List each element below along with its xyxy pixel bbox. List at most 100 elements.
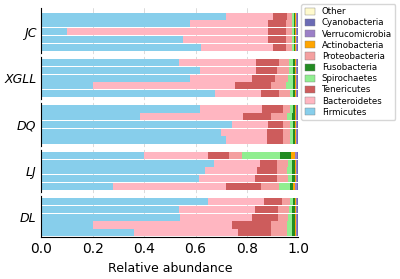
Bar bbox=[293, 90, 296, 97]
Bar bbox=[295, 160, 296, 167]
Bar bbox=[278, 214, 288, 221]
Bar bbox=[238, 229, 271, 236]
Bar bbox=[200, 105, 262, 112]
Bar bbox=[292, 28, 294, 35]
Bar bbox=[273, 44, 286, 51]
Bar bbox=[41, 67, 200, 74]
Bar bbox=[293, 129, 296, 136]
Bar bbox=[282, 198, 290, 205]
Bar bbox=[287, 113, 292, 120]
Bar bbox=[271, 229, 287, 236]
Bar bbox=[41, 82, 93, 89]
Bar bbox=[140, 113, 243, 120]
Bar bbox=[297, 74, 298, 82]
Bar bbox=[293, 59, 295, 66]
Bar bbox=[293, 105, 296, 112]
Bar bbox=[293, 74, 295, 82]
Bar bbox=[41, 229, 134, 236]
Bar bbox=[297, 175, 298, 182]
Bar bbox=[287, 229, 292, 236]
Bar bbox=[297, 229, 298, 236]
Bar bbox=[289, 59, 293, 66]
Bar bbox=[288, 167, 292, 174]
Bar bbox=[242, 152, 280, 159]
Bar bbox=[260, 160, 278, 167]
Bar bbox=[293, 67, 295, 74]
Bar bbox=[41, 28, 67, 35]
Bar bbox=[256, 67, 277, 74]
Bar bbox=[271, 113, 287, 120]
Bar bbox=[295, 222, 296, 229]
Bar bbox=[180, 214, 252, 221]
Bar bbox=[41, 44, 201, 51]
Bar bbox=[288, 160, 292, 167]
Bar bbox=[208, 152, 229, 159]
Bar bbox=[297, 67, 298, 74]
Bar bbox=[292, 113, 295, 120]
Bar bbox=[229, 152, 242, 159]
Bar bbox=[183, 36, 268, 43]
Bar bbox=[282, 105, 290, 112]
Bar bbox=[144, 152, 208, 159]
Bar bbox=[296, 222, 297, 229]
Bar bbox=[293, 198, 295, 205]
Bar bbox=[296, 67, 297, 74]
Bar bbox=[295, 214, 296, 221]
Bar bbox=[296, 160, 297, 167]
Bar bbox=[279, 90, 290, 97]
Bar bbox=[291, 152, 295, 159]
Bar bbox=[293, 121, 296, 128]
Bar bbox=[190, 74, 252, 82]
Bar bbox=[296, 90, 297, 97]
Bar bbox=[41, 13, 226, 20]
Bar bbox=[41, 20, 190, 28]
Bar bbox=[234, 82, 271, 89]
Bar bbox=[295, 206, 296, 213]
Bar bbox=[268, 121, 282, 128]
Bar bbox=[286, 28, 292, 35]
Bar bbox=[277, 167, 288, 174]
Bar bbox=[297, 160, 298, 167]
Bar bbox=[296, 198, 297, 205]
Bar bbox=[295, 59, 296, 66]
Bar bbox=[277, 67, 288, 74]
Bar bbox=[295, 82, 296, 89]
Bar bbox=[256, 206, 278, 213]
Bar bbox=[296, 129, 297, 136]
Bar bbox=[261, 183, 279, 190]
Bar bbox=[290, 105, 293, 112]
Bar bbox=[296, 44, 297, 51]
Bar bbox=[290, 183, 293, 190]
Bar bbox=[295, 175, 296, 182]
Bar bbox=[275, 74, 288, 82]
Bar bbox=[113, 183, 226, 190]
Bar bbox=[297, 183, 298, 190]
Bar bbox=[297, 129, 298, 136]
Bar bbox=[288, 214, 292, 221]
Bar bbox=[261, 90, 279, 97]
Bar bbox=[286, 44, 292, 51]
Bar bbox=[257, 167, 277, 174]
Bar bbox=[297, 105, 298, 112]
Bar bbox=[295, 198, 296, 205]
Bar bbox=[287, 222, 292, 229]
Bar bbox=[297, 167, 298, 174]
Bar bbox=[41, 113, 140, 120]
Bar bbox=[254, 175, 278, 182]
Bar bbox=[297, 222, 298, 229]
Bar bbox=[295, 113, 296, 120]
Bar bbox=[221, 129, 267, 136]
Bar bbox=[268, 20, 286, 28]
Bar bbox=[296, 229, 297, 236]
Bar bbox=[279, 183, 290, 190]
Bar bbox=[297, 90, 298, 97]
Bar bbox=[295, 67, 296, 74]
Bar bbox=[294, 28, 296, 35]
Bar bbox=[226, 13, 273, 20]
Bar bbox=[190, 20, 268, 28]
Bar bbox=[286, 82, 292, 89]
Bar bbox=[206, 167, 257, 174]
Bar bbox=[199, 175, 254, 182]
Bar bbox=[288, 206, 292, 213]
Bar bbox=[295, 74, 296, 82]
